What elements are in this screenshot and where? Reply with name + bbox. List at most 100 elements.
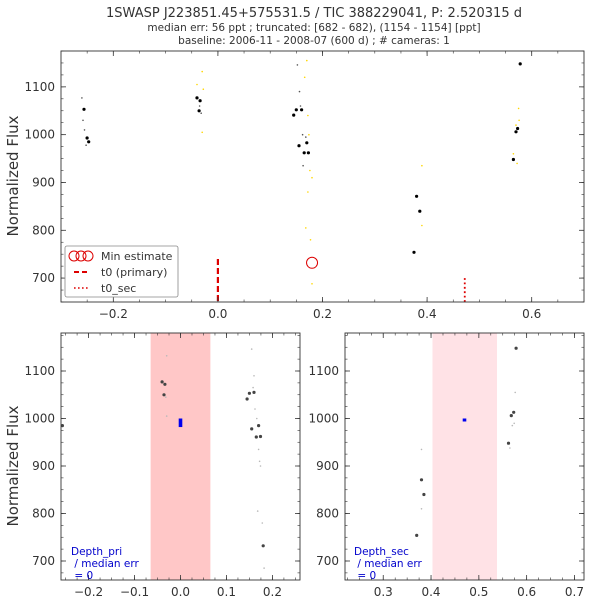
main-raw-point: [307, 114, 309, 117]
primary_zoom-binned-point: [252, 390, 256, 394]
secondary_zoom-raw-point: [511, 424, 514, 427]
legend: Min estimate t0 (primary) t0_sec: [64, 245, 179, 298]
depth-pri-line-3: = 0: [71, 570, 93, 582]
primary_zoom-binned-point: [163, 382, 167, 386]
main-raw-point: [512, 153, 515, 155]
secondary_zoom-binned-point: [509, 414, 513, 418]
main-raw-point: [515, 124, 517, 126]
secondary_zoom-ytick-label: 900: [316, 459, 339, 473]
main-ytick-label: 700: [32, 271, 55, 285]
main-ytick-label: 800: [32, 223, 55, 237]
title-line-2: median err: 56 ppt ; truncated: [682 - 6…: [147, 22, 480, 34]
primary_zoom-binned-point: [160, 380, 164, 384]
main-binned-point: [412, 250, 416, 254]
primary_zoom-ytick-label: 700: [32, 554, 55, 568]
primary_zoom-raw-point: [259, 465, 262, 467]
main-raw-point: [198, 105, 201, 107]
min-estimate-legend-icon: [68, 250, 94, 262]
primary_zoom-xtick-label: 0.0: [171, 585, 190, 599]
main-raw-point: [421, 164, 423, 167]
secondary_zoom-eclipse-span: [432, 333, 498, 580]
main-binned-point: [292, 113, 296, 117]
main-raw-point: [307, 191, 309, 193]
main-binned-point: [294, 108, 298, 112]
main-raw-point: [517, 107, 520, 110]
main-xtick-label: 0.4: [418, 307, 437, 321]
main-raw-point: [308, 133, 310, 136]
main-ylabel: Normalized Flux: [4, 115, 22, 236]
main-binned-point: [305, 141, 309, 145]
primary_zoom-raw-point: [263, 567, 265, 569]
secondary_zoom-ytick-label: 700: [316, 554, 339, 568]
secondary_zoom-binned-point: [422, 492, 426, 497]
primary_zoom-raw-point: [165, 396, 167, 398]
depth-sec-line-3: = 0: [354, 570, 376, 582]
main-binned-point: [82, 107, 86, 111]
primary_zoom-binned-point: [258, 434, 263, 439]
secondary_zoom-depth-marker: [462, 418, 467, 422]
main-ytick-label: 900: [32, 175, 55, 189]
main-raw-point: [306, 59, 308, 62]
primary_zoom-raw-point: [165, 355, 168, 357]
primary_zoom-eclipse-span: [150, 333, 211, 580]
secondary_zoom-xtick-label: 0.3: [374, 585, 393, 599]
main-raw-point: [85, 144, 87, 146]
title-line-3: baseline: 2006-11 - 2008-07 (600 d) ; # …: [178, 35, 450, 47]
primary_zoom-binned-point: [162, 393, 166, 397]
primary_zoom-raw-point: [261, 522, 264, 524]
main-raw-point: [296, 64, 299, 66]
primary_zoom-binned-point: [250, 427, 254, 431]
main-xtick-label: −0.2: [99, 307, 128, 321]
primary_zoom-xtick-label: −0.1: [120, 585, 149, 599]
main-raw-point: [516, 162, 518, 165]
secondary_zoom-binned-point: [415, 533, 419, 538]
secondary_zoom-ytick-label: 800: [316, 507, 339, 521]
secondary_zoom-binned-point: [514, 346, 518, 350]
main-ytick-label: 1100: [24, 80, 55, 94]
secondary_zoom-ytick-label: 1000: [308, 412, 339, 426]
depth-sec-line-2: / median err: [354, 558, 423, 570]
primary_zoom-xtick-label: 0.2: [263, 585, 282, 599]
primary_zoom-xtick-label: 0.1: [217, 585, 236, 599]
main-raw-point: [201, 131, 203, 134]
main-raw-point: [518, 119, 520, 122]
main-raw-point: [200, 112, 202, 114]
secondary_zoom-raw-point: [513, 422, 515, 425]
main-binned-point: [511, 157, 515, 162]
legend-box: [64, 245, 179, 298]
secondary_zoom-binned-point: [419, 478, 424, 482]
primary_zoom-ytick-label: 1100: [24, 364, 55, 378]
primary_zoom-raw-point: [165, 415, 168, 417]
legend-label-t0-primary: t0 (primary): [101, 266, 167, 279]
main-binned-point: [302, 151, 306, 155]
main-raw-point: [81, 97, 83, 99]
secondary_zoom-xtick-label: 0.7: [565, 585, 584, 599]
main-xtick-label: 0.6: [522, 307, 541, 321]
secondary_zoom-raw-point: [514, 391, 516, 394]
main-raw-point: [309, 239, 312, 241]
secondary_zoom-ytick-label: 1100: [308, 364, 339, 378]
secondary_zoom-binned-point: [506, 441, 511, 445]
secondary-zoom-panel: 0.3 0.4 0.5 0.6 0.7 700 800 900 1000 1100: [308, 332, 585, 599]
primary_zoom-raw-point: [256, 510, 259, 512]
primary_zoom-binned-point: [245, 397, 249, 401]
primary_zoom-ytick-label: 900: [32, 459, 55, 473]
main-binned-point: [518, 62, 522, 66]
depth-pri-line-1: Depth_pri: [71, 546, 122, 558]
main-raw-point: [303, 76, 306, 79]
main-raw-point: [421, 224, 423, 227]
main-binned-point: [516, 126, 520, 131]
secondary_zoom-xtick-label: 0.4: [421, 585, 440, 599]
main-binned-point: [306, 151, 310, 155]
main-xtick-label: 0.0: [208, 307, 227, 321]
main-binned-point: [195, 96, 199, 100]
main-binned-point: [418, 209, 422, 213]
primary_zoom-binned-point: [261, 544, 265, 548]
secondary_zoom-raw-point: [420, 508, 423, 510]
main-ytick-label: 1000: [24, 128, 55, 142]
secondary_zoom-raw-point: [509, 447, 511, 449]
primary_zoom-raw-point: [257, 448, 260, 451]
primary_zoom-raw-point: [250, 348, 253, 350]
secondary_zoom-raw-point: [420, 448, 423, 451]
depth-sec-annotation: Depth_sec / median err = 0: [354, 546, 423, 582]
